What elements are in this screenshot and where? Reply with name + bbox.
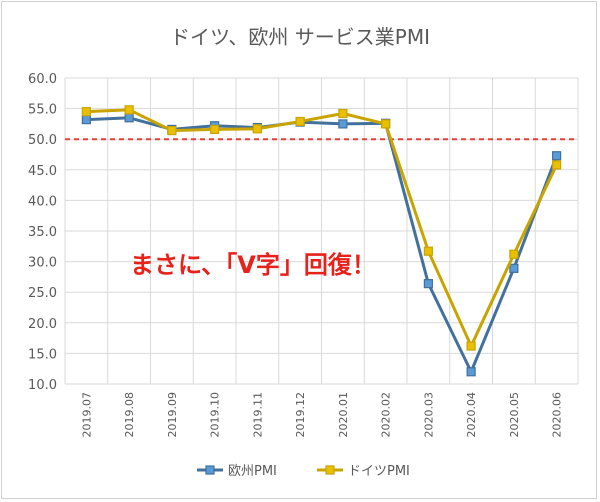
series-1-point — [552, 151, 562, 161]
series-2-point — [295, 116, 305, 127]
legend-label: 欧州PMI — [228, 464, 277, 479]
series-1-point — [423, 279, 433, 289]
x-tick-label: 2020.03 — [422, 392, 435, 438]
y-tick-label: 25.0 — [28, 286, 57, 301]
x-tick-label: 2020.04 — [465, 392, 478, 438]
y-tick-label: 45.0 — [28, 164, 57, 179]
series-2-point — [552, 160, 562, 170]
chart-title: ドイツ、欧州 サービス業PMI — [170, 25, 430, 49]
gridlines — [64, 77, 579, 385]
x-tick-label: 2020.05 — [508, 392, 521, 438]
legend-label: ドイツPMI — [348, 464, 410, 479]
series-2-point — [167, 126, 177, 136]
series-1-point — [466, 367, 476, 377]
series-2-point — [381, 119, 391, 129]
series-2-point — [466, 341, 476, 351]
series-2-point — [124, 105, 134, 115]
legend-swatch-marker — [325, 465, 335, 475]
axis-labels: 60.0 55.0 50.0 45.0 40.0 35.0 30.0 25.0 20.0 15.0… — [28, 72, 564, 438]
series-2-point — [210, 124, 220, 135]
series-1-point — [509, 263, 519, 273]
x-tick-label: 2019.11 — [251, 392, 264, 438]
y-tick-label: 10.0 — [28, 378, 57, 393]
y-tick-label: 35.0 — [28, 225, 57, 240]
y-tick-label: 20.0 — [28, 317, 57, 332]
y-tick-label: 15.0 — [28, 347, 57, 362]
x-tick-label: 2019.08 — [123, 392, 136, 438]
x-tick-label: 2020.01 — [337, 392, 350, 438]
series-2-point — [423, 246, 433, 256]
series-2-point — [252, 124, 262, 134]
y-tick-label: 30.0 — [28, 256, 57, 271]
series-1-point — [338, 119, 348, 129]
x-tick-label: 2020.02 — [380, 392, 393, 438]
legend: 欧州PMI ドイツPMI — [197, 464, 410, 479]
series-group — [81, 105, 562, 377]
y-tick-label: 40.0 — [28, 194, 57, 209]
x-tick-label: 2019.10 — [209, 392, 222, 438]
x-tick-label: 2019.12 — [294, 392, 307, 438]
x-tick-label: 2019.07 — [80, 392, 93, 438]
y-tick-label: 55.0 — [28, 103, 57, 118]
series-1-point — [124, 113, 134, 123]
y-tick-label: 60.0 — [28, 72, 57, 87]
y-tick-label: 50.0 — [28, 133, 57, 148]
series-2-point — [81, 107, 91, 117]
series-2-point — [509, 249, 519, 259]
x-tick-label: 2019.09 — [166, 392, 179, 438]
annotation-text: まさに、「V字」回復！ — [130, 251, 376, 279]
x-tick-label: 2020.06 — [551, 392, 564, 438]
series-2-point — [338, 108, 348, 119]
legend-swatch-marker — [205, 465, 215, 475]
series-line-2 — [86, 108, 558, 348]
series-1-point — [81, 115, 91, 125]
